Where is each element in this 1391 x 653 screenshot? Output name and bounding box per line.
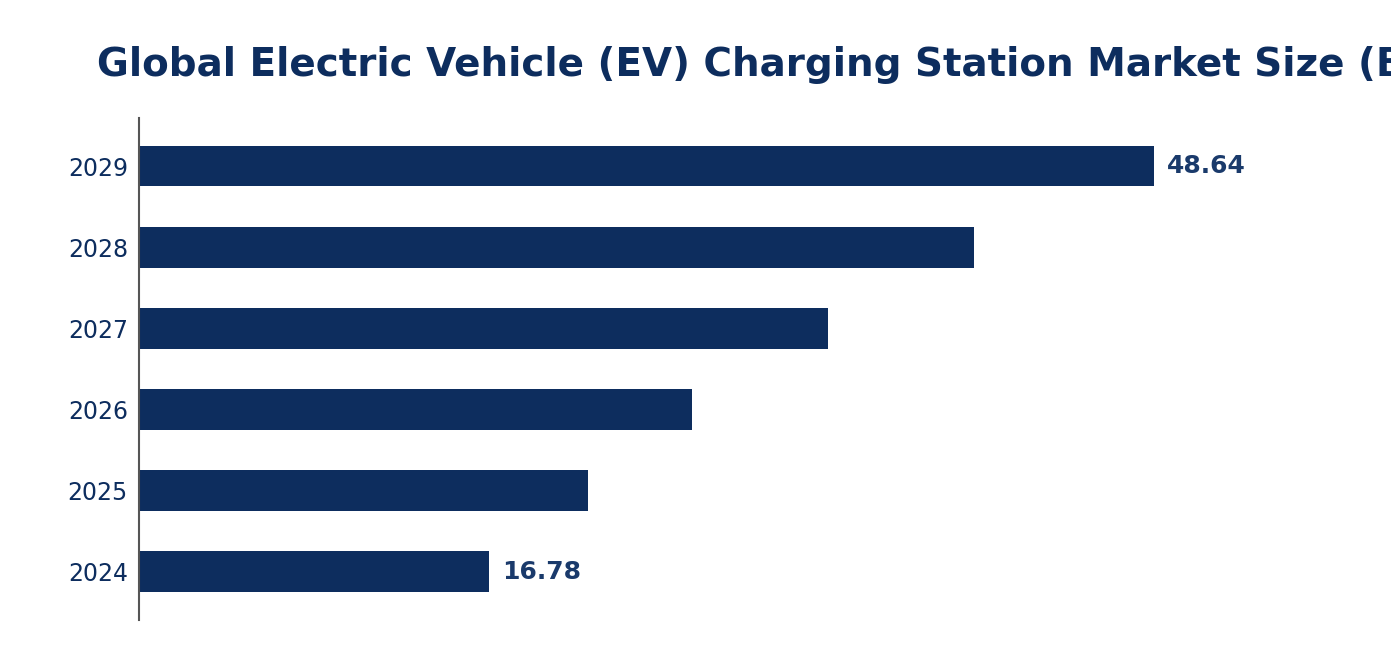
Bar: [139, 389, 693, 430]
Text: 16.78: 16.78: [502, 560, 580, 584]
Bar: [139, 470, 587, 511]
Bar: [139, 551, 490, 592]
Bar: [139, 308, 828, 349]
Text: 48.64: 48.64: [1167, 154, 1245, 178]
Text: Global Electric Vehicle (EV) Charging Station Market Size (Billion USD): Global Electric Vehicle (EV) Charging St…: [97, 46, 1391, 84]
Bar: [139, 146, 1155, 187]
Bar: [139, 227, 974, 268]
